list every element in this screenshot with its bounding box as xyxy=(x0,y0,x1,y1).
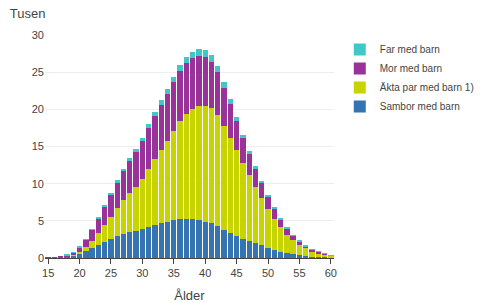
svg-text:35: 35 xyxy=(168,267,180,279)
svg-text:30: 30 xyxy=(136,267,148,279)
svg-text:25: 25 xyxy=(105,267,117,279)
svg-text:25: 25 xyxy=(32,66,44,78)
svg-text:20: 20 xyxy=(73,267,85,279)
svg-text:40: 40 xyxy=(199,267,211,279)
svg-text:Tusen: Tusen xyxy=(10,6,46,21)
svg-text:30: 30 xyxy=(32,29,44,41)
svg-text:10: 10 xyxy=(32,178,44,190)
svg-text:Äkta par med barn 1): Äkta par med barn 1) xyxy=(380,82,474,93)
svg-text:60: 60 xyxy=(325,267,337,279)
svg-text:15: 15 xyxy=(42,267,54,279)
svg-text:Mor med barn: Mor med barn xyxy=(380,63,442,74)
svg-text:15: 15 xyxy=(32,140,44,152)
svg-text:20: 20 xyxy=(32,103,44,115)
svg-text:5: 5 xyxy=(38,215,44,227)
svg-text:45: 45 xyxy=(230,267,242,279)
svg-text:50: 50 xyxy=(262,267,274,279)
svg-text:Ålder: Ålder xyxy=(174,288,205,303)
svg-text:55: 55 xyxy=(293,267,305,279)
svg-text:0: 0 xyxy=(38,252,44,264)
svg-text:Sambor med barn: Sambor med barn xyxy=(380,101,460,112)
svg-text:Far med barn: Far med barn xyxy=(380,44,440,55)
